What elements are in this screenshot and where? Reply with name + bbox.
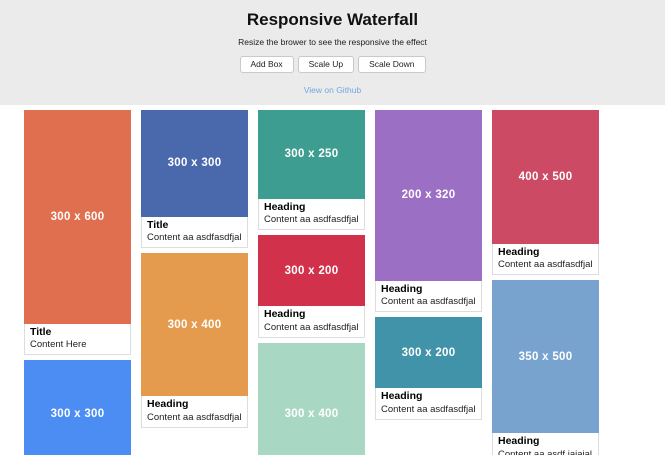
scale-down-button[interactable]: Scale Down xyxy=(358,55,426,73)
card-image: 300 x 250 xyxy=(258,109,365,199)
card-caption: Heading Content aa asdfasdfjal xyxy=(492,243,599,276)
card-heading: Heading xyxy=(381,390,423,403)
card-image: 400 x 500 xyxy=(492,109,599,244)
page-title: Responsive Waterfall xyxy=(246,10,419,29)
card-content-text: Content aa asdf jajajal xyxy=(498,448,593,455)
waterfall-card: 200 x 320 Heading Content aa asdfasdfjal xyxy=(375,109,482,313)
card-image: 300 x 200 xyxy=(375,317,482,389)
card-size-label: 300 x 300 xyxy=(167,157,222,170)
card-heading: Heading xyxy=(381,282,423,295)
waterfall-column-3: 300 x 250 Heading Content aa asdfasdfjal… xyxy=(258,109,365,455)
card-heading: Heading xyxy=(264,308,306,321)
waterfall-card: 400 x 500 Heading Content aa asdfasdfjal xyxy=(492,109,599,276)
waterfall-column-1: 300 x 600 Title Content Here 300 x 300 H… xyxy=(24,109,131,455)
card-image: 300 x 300 xyxy=(141,109,248,217)
card-content-text: Content aa asdfasdfjal xyxy=(147,232,242,244)
waterfall-card: 300 x 300 Title Content aa asdfasdfjal xyxy=(141,109,248,249)
card-heading: Heading xyxy=(147,398,189,411)
card-caption: Heading Content aa asdfasdfjal xyxy=(141,396,248,428)
card-heading: Title xyxy=(147,218,169,231)
page-header: Responsive Waterfall Resize the brower t… xyxy=(0,0,665,105)
card-caption: Heading Content aa asdf jajajal xyxy=(492,433,599,455)
card-size-label: 300 x 200 xyxy=(284,264,339,277)
card-image: 300 x 400 xyxy=(141,253,248,397)
waterfall-card: 300 x 200 Heading Content aa asdfasdfjal xyxy=(375,317,482,420)
card-size-label: 200 x 320 xyxy=(401,189,456,202)
card-content-text: Content Here xyxy=(30,339,87,351)
waterfall-column-2: 300 x 300 Title Content aa asdfasdfjal 3… xyxy=(141,109,248,428)
card-caption: Title Content aa asdfasdfjal xyxy=(141,216,248,249)
card-image: 350 x 500 xyxy=(492,280,599,434)
card-size-label: 350 x 500 xyxy=(518,350,573,363)
card-image: 300 x 400 xyxy=(258,342,365,455)
card-content-text: Content aa asdfasdfjal xyxy=(381,296,476,308)
card-size-label: 300 x 300 xyxy=(50,407,105,420)
waterfall-card: 300 x 400 Heading Content aa asdfasdfjal xyxy=(141,253,248,428)
card-caption: Heading Content aa asdfasdfjal xyxy=(375,388,482,420)
card-content-text: Content aa asdfasdfjal xyxy=(381,403,476,415)
card-content-text: Content aa asdfasdfjal xyxy=(264,214,359,226)
card-size-label: 300 x 200 xyxy=(401,346,456,359)
card-size-label: 400 x 500 xyxy=(518,170,573,183)
card-image: 300 x 300 xyxy=(24,360,131,455)
card-caption: Heading Content aa asdfasdfjal xyxy=(258,198,365,231)
card-content-text: Content aa asdfasdfjal xyxy=(498,259,593,271)
waterfall-card: 300 x 600 Title Content Here xyxy=(24,109,131,356)
card-heading: Heading xyxy=(498,435,540,448)
card-heading: Title xyxy=(30,325,52,338)
card-caption: Title Content Here xyxy=(24,323,131,356)
waterfall-grid: 300 x 600 Title Content Here 300 x 300 H… xyxy=(0,105,665,455)
waterfall-column-5: 400 x 500 Heading Content aa asdfasdfjal… xyxy=(492,109,599,455)
card-size-label: 300 x 400 xyxy=(167,318,222,331)
card-content-text: Content aa asdfasdfjal xyxy=(147,411,242,423)
scale-up-button[interactable]: Scale Up xyxy=(297,55,355,73)
card-image: 200 x 320 xyxy=(375,109,482,281)
waterfall-card: 300 x 250 Heading Content aa asdfasdfjal xyxy=(258,109,365,231)
card-heading: Heading xyxy=(498,245,540,258)
card-size-label: 300 x 600 xyxy=(50,210,105,223)
button-row: Add Box Scale Up Scale Down xyxy=(0,55,665,73)
card-caption: Heading Content aa asdfasdfjal xyxy=(258,306,365,338)
card-image: 300 x 600 xyxy=(24,109,131,324)
card-caption: Heading Content aa asdfasdfjal xyxy=(375,280,482,313)
card-content-text: Content aa asdfasdfjal xyxy=(264,321,359,333)
card-size-label: 300 x 400 xyxy=(284,408,339,421)
page-subtitle: Resize the brower to see the responsive … xyxy=(238,36,427,47)
waterfall-card: 300 x 300 Heading xyxy=(24,360,131,455)
waterfall-card: 300 x 400 xyxy=(258,342,365,455)
card-size-label: 300 x 250 xyxy=(284,148,339,161)
waterfall-column-4: 200 x 320 Heading Content aa asdfasdfjal… xyxy=(375,109,482,420)
add-box-button[interactable]: Add Box xyxy=(239,55,294,73)
waterfall-card: 350 x 500 Heading Content aa asdf jajaja… xyxy=(492,280,599,455)
card-image: 300 x 200 xyxy=(258,235,365,307)
waterfall-card: 300 x 200 Heading Content aa asdfasdfjal xyxy=(258,235,365,338)
card-heading: Heading xyxy=(264,200,306,213)
github-link[interactable]: View on Github xyxy=(303,84,362,95)
